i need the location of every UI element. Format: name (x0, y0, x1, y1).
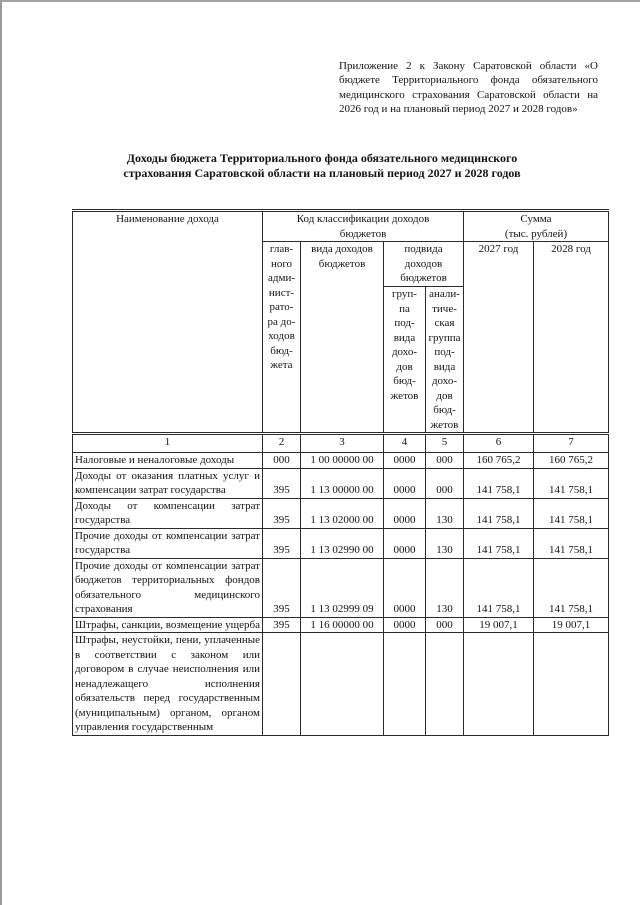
analytic-group-code: 000 (425, 452, 464, 469)
table-row: Прочие доходы от компенсации затрат бюдж… (72, 557, 610, 618)
analytic-group-code: 000 (425, 467, 464, 499)
sum-2028: 141 758,1 (532, 557, 610, 618)
table-row: Штрафы, санкции, возмещение ущерба 395 1… (72, 616, 610, 633)
sum-2028: 19 007,1 (532, 616, 610, 633)
col-number: 2 (262, 432, 301, 453)
col-group-classification-code: Код классификации доходов бюджетов (262, 209, 464, 242)
col-number: 7 (532, 432, 610, 453)
subtype-group-code: 0000 (383, 616, 426, 633)
col-header-income-name: Наименование дохода (72, 209, 263, 434)
col-header-analytic-group: анали- тиче- ская группа под- вида дохо-… (425, 286, 464, 434)
admin-code: 000 (262, 452, 301, 469)
analytic-group-code: 130 (425, 557, 464, 618)
table-row: Доходы от компенсации затрат государства… (72, 497, 610, 529)
col-number: 5 (425, 432, 464, 453)
sum-2028: 141 758,1 (532, 467, 610, 499)
col-number: 3 (300, 432, 384, 453)
header-row-1: Наименование дохода Код классификации до… (72, 209, 610, 434)
sum-2027: 141 758,1 (463, 467, 534, 499)
income-name: Доходы от оказания платных услуг и компе… (72, 467, 263, 499)
income-type-code: 1 13 00000 00 (300, 467, 384, 499)
admin-code: 395 (262, 497, 301, 529)
sum-2027: 160 765,2 (463, 452, 534, 469)
col-number: 4 (383, 432, 426, 453)
column-number-row: 1 2 3 4 5 6 7 (72, 432, 610, 453)
col-header-year-2028: 2028 год (532, 241, 610, 434)
admin-code: 395 (262, 467, 301, 499)
admin-code (262, 632, 301, 736)
table-row: Прочие доходы от компенсации затрат госу… (72, 527, 610, 559)
income-type-code: 1 16 00000 00 (300, 616, 384, 633)
income-table: Наименование дохода Код классификации до… (72, 209, 610, 736)
subtype-group-code: 0000 (383, 452, 426, 469)
income-type-code (300, 632, 384, 736)
sum-2027: 141 758,1 (463, 497, 534, 529)
analytic-group-code: 130 (425, 497, 464, 529)
income-name: Прочие доходы от компенсации затрат бюдж… (72, 557, 263, 618)
income-name: Штрафы, санкции, возмещение ущерба (72, 616, 263, 633)
sum-2028 (532, 632, 610, 736)
subtype-group-code: 0000 (383, 527, 426, 559)
table-row: Налоговые и неналоговые доходы 000 1 00 … (72, 452, 610, 469)
income-name: Доходы от компенсации затрат государства (72, 497, 263, 529)
document-title: Доходы бюджета Территориального фонда об… (123, 151, 521, 180)
col-number: 6 (463, 432, 534, 453)
subtype-group-code (383, 632, 426, 736)
subtype-group-code: 0000 (383, 557, 426, 618)
sum-2028: 141 758,1 (532, 527, 610, 559)
table-row: Доходы от оказания платных услуг и компе… (72, 467, 610, 499)
col-header-income-type-code: вида доходов бюджетов (300, 241, 384, 434)
admin-code: 395 (262, 527, 301, 559)
col-group-sum: Сумма (тыс. рублей) (462, 209, 610, 242)
col-header-admin-code: глав- ного адми- нист- рато- ра до- ходо… (262, 241, 301, 434)
analytic-group-code (425, 632, 464, 736)
income-type-code: 1 13 02000 00 (300, 497, 384, 529)
col-header-year-2027: 2027 год (463, 241, 534, 434)
admin-code: 395 (262, 616, 301, 633)
admin-code: 395 (262, 557, 301, 618)
col-header-subtype-group: груп- па под- вида дохо- дов бюд- жетов (383, 286, 426, 434)
header-row-3: груп- па под- вида дохо- дов бюд- жетов … (73, 286, 609, 434)
income-name: Налоговые и неналоговые доходы (72, 452, 263, 469)
income-name: Прочие доходы от компенсации затрат госу… (72, 527, 263, 559)
income-type-code: 1 13 02999 09 (300, 557, 384, 618)
sum-2028: 141 758,1 (532, 497, 610, 529)
sum-2027: 141 758,1 (463, 557, 534, 618)
sum-2027: 141 758,1 (463, 527, 534, 559)
analytic-group-code: 000 (425, 616, 464, 633)
income-type-code: 1 00 00000 00 (300, 452, 384, 469)
header-row-2: глав- ного адми- нист- рато- ра до- ходо… (73, 241, 610, 434)
sum-2027: 19 007,1 (463, 616, 534, 633)
sum-2027 (463, 632, 534, 736)
analytic-group-code: 130 (425, 527, 464, 559)
col-group-subtype: подвида доходов бюджетов (383, 241, 464, 287)
annex-reference: Приложение 2 к Закону Саратовской област… (339, 60, 598, 116)
subtype-group-code: 0000 (383, 497, 426, 529)
col-number: 1 (72, 432, 263, 453)
table-row: Штрафы, неустойки, пени, уплаченные в со… (72, 632, 610, 736)
income-type-code: 1 13 02990 00 (300, 527, 384, 559)
subtype-group-code: 0000 (383, 467, 426, 499)
income-name: Штрафы, неустойки, пени, уплаченные в со… (72, 632, 263, 736)
sum-2028: 160 765,2 (532, 452, 610, 469)
